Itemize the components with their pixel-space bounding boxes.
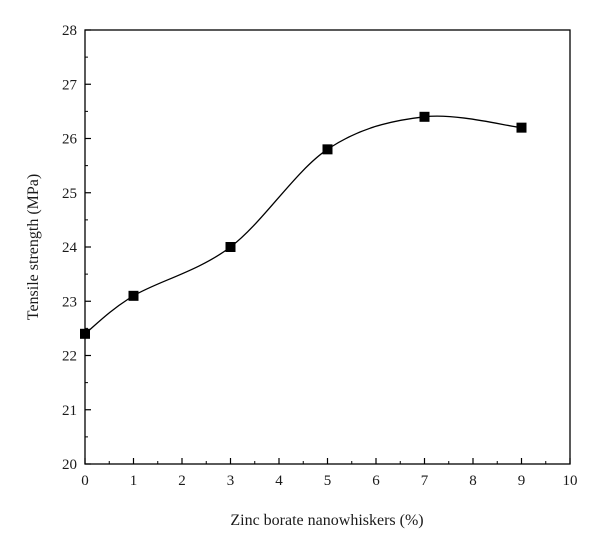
x-tick-label: 6 <box>372 473 380 489</box>
x-tick-label: 3 <box>227 473 235 489</box>
y-tick-label: 26 <box>62 132 78 148</box>
y-tick-label: 20 <box>62 457 77 473</box>
data-point-marker <box>80 328 90 339</box>
x-tick-label: 4 <box>275 473 283 489</box>
x-tick-label: 9 <box>518 473 526 489</box>
series-markers <box>80 111 527 339</box>
data-point-marker <box>516 122 527 133</box>
x-tick-label: 8 <box>469 473 477 489</box>
y-axis-title: Tensile strength (MPa) <box>25 174 42 320</box>
data-point-marker <box>128 290 139 301</box>
x-tick-label: 5 <box>324 473 332 489</box>
x-tick-label: 2 <box>178 473 186 489</box>
y-tick-label: 22 <box>62 349 77 365</box>
x-tick-label: 7 <box>421 473 429 489</box>
y-tick-label: 28 <box>62 23 77 39</box>
x-axis-title: Zinc borate nanowhiskers (%) <box>230 512 423 529</box>
x-tick-label: 0 <box>81 473 89 489</box>
data-point-marker <box>225 242 236 252</box>
y-tick-label: 27 <box>62 77 78 93</box>
x-tick-label: 10 <box>563 473 578 489</box>
data-point-marker <box>322 144 333 155</box>
y-tick-label: 21 <box>62 403 77 419</box>
y-tick-label: 23 <box>62 294 77 310</box>
x-tick-label: 1 <box>130 473 138 489</box>
y-tick-label: 25 <box>62 186 77 202</box>
y-axis-ticks: 20 21 22 23 24 25 26 27 28 <box>62 23 91 473</box>
y-tick-label: 24 <box>62 240 78 256</box>
series-curve <box>84 115 522 335</box>
x-axis-ticks: 0 1 2 3 4 5 6 7 8 9 10 <box>81 458 578 489</box>
plot-area <box>84 29 571 465</box>
data-point-marker <box>419 111 430 122</box>
